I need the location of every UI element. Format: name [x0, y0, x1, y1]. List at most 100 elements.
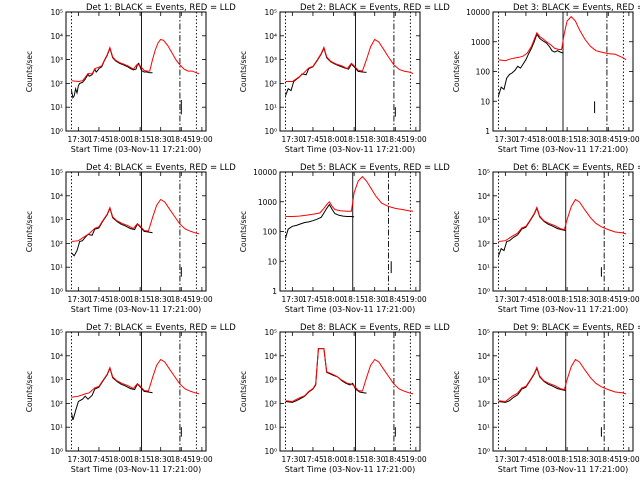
y-tick-label: 10³ [50, 216, 63, 225]
x-tick-label: 18:30 [577, 135, 599, 144]
y-tick-label: 10³ [264, 376, 277, 385]
y-tick-label: 10⁵ [50, 328, 63, 337]
y-tick-label: 10² [477, 399, 490, 408]
x-tick-label: 18:30 [364, 295, 386, 304]
panel-title: Det 4: BLACK = Events, RED = LLD [86, 163, 236, 173]
y-axis-label: Counts/sec [239, 211, 248, 252]
x-tick-label: 18:30 [577, 295, 599, 304]
x-tick-label: 18:30 [150, 135, 172, 144]
y-axis-label: Counts/sec [452, 371, 461, 412]
series-events [285, 203, 355, 239]
x-tick-label: 17:45 [302, 135, 324, 144]
x-tick-label: 19:00 [191, 455, 213, 464]
x-tick-label: 18:45 [170, 135, 192, 144]
x-tick-label: 17:30 [68, 135, 90, 144]
y-tick-label: 10² [264, 79, 277, 88]
x-tick-label: 18:00 [323, 135, 345, 144]
panel-det-3: Det 3: BLACK = Events, RED = LLD 1 10 100 10… [452, 3, 640, 154]
x-tick-label: 18:00 [536, 135, 558, 144]
x-tick-label: 18:00 [109, 295, 131, 304]
y-tick-label: 10⁴ [50, 32, 63, 41]
y-tick-label: 10² [50, 239, 63, 248]
panel-det-6: Det 6: BLACK = Events, RED = LLD 10⁰ 10¹ 10… [452, 163, 640, 314]
y-tick-label: 10¹ [50, 423, 63, 432]
x-axis-label: Start Time (03-Nov-11 17:21:00) [71, 305, 201, 314]
y-tick-label: 10⁴ [50, 352, 63, 361]
y-tick-label: 10¹ [477, 263, 490, 272]
series-lld [498, 198, 627, 242]
series-lld [285, 175, 414, 217]
y-tick-label: 1 [272, 287, 277, 296]
y-tick-label: 10⁰ [477, 447, 490, 456]
panel-det-9: Det 9: BLACK = Events, RED = LLD 10⁰ 10¹ 10… [452, 323, 640, 474]
x-tick-label: 18:00 [109, 135, 131, 144]
y-tick-label: 100 [476, 68, 491, 77]
y-tick-label: 10¹ [50, 103, 63, 112]
series-events [498, 366, 566, 403]
y-tick-label: 10⁴ [477, 352, 490, 361]
x-tick-label: 18:45 [384, 135, 406, 144]
x-axis-label: Start Time (03-Nov-11 17:21:00) [498, 465, 628, 474]
y-tick-label: 10⁵ [264, 328, 277, 337]
y-tick-label: 10⁴ [477, 192, 490, 201]
x-tick-label: 18:15 [556, 135, 578, 144]
plot-frame [279, 171, 421, 292]
series-events [498, 206, 566, 256]
x-axis-label: Start Time (03-Nov-11 17:21:00) [285, 305, 415, 314]
x-tick-label: 17:45 [515, 455, 537, 464]
x-tick-label: 18:30 [577, 455, 599, 464]
series-lld [285, 38, 414, 82]
x-tick-label: 17:30 [282, 295, 304, 304]
y-tick-label: 1000 [471, 38, 490, 47]
x-tick-label: 19:00 [405, 295, 427, 304]
y-tick-label: 10 [480, 97, 490, 106]
series-lld [285, 348, 414, 403]
y-tick-label: 10 [267, 257, 277, 266]
x-tick-label: 17:45 [302, 295, 324, 304]
series-lld [71, 198, 200, 242]
x-tick-label: 18:45 [597, 455, 619, 464]
x-tick-label: 17:30 [68, 455, 90, 464]
panel-det-5: Det 5: BLACK = Events, RED = LLD 1 10 100 10… [239, 163, 450, 314]
y-tick-label: 10² [50, 399, 63, 408]
plot-frame [65, 171, 207, 292]
panel-title: Det 8: BLACK = Events, RED = LLD [300, 323, 450, 333]
y-tick-label: 100 [263, 228, 278, 237]
x-tick-label: 17:45 [515, 135, 537, 144]
x-tick-label: 17:30 [495, 295, 517, 304]
series-lld [498, 15, 627, 62]
y-tick-label: 10³ [50, 56, 63, 65]
x-tick-label: 18:15 [129, 295, 151, 304]
x-axis-label: Start Time (03-Nov-11 17:21:00) [498, 145, 628, 154]
x-tick-label: 18:30 [150, 455, 172, 464]
y-tick-label: 10³ [50, 376, 63, 385]
x-tick-label: 18:15 [129, 135, 151, 144]
x-axis-label: Start Time (03-Nov-11 17:21:00) [71, 465, 201, 474]
y-tick-label: 10¹ [50, 263, 63, 272]
y-tick-label: 10¹ [264, 423, 277, 432]
series-events [498, 33, 564, 97]
series-lld [71, 38, 200, 83]
x-tick-label: 18:45 [384, 295, 406, 304]
x-tick-label: 18:45 [597, 295, 619, 304]
y-tick-label: 10⁵ [50, 168, 63, 177]
y-tick-label: 10⁴ [50, 192, 63, 201]
y-axis-label: Counts/sec [452, 51, 461, 92]
x-tick-label: 19:00 [405, 455, 427, 464]
y-tick-label: 10² [50, 79, 63, 88]
x-tick-label: 18:30 [364, 135, 386, 144]
x-tick-label: 17:45 [88, 135, 110, 144]
y-tick-label: 10⁰ [50, 287, 63, 296]
panel-det-2: Det 2: BLACK = Events, RED = LLD 10⁰ 10¹ 10… [239, 3, 450, 154]
x-tick-label: 18:00 [109, 455, 131, 464]
x-tick-label: 18:00 [536, 455, 558, 464]
y-tick-label: 10³ [264, 56, 277, 65]
y-tick-label: 10⁰ [50, 447, 63, 456]
y-tick-label: 1000 [258, 198, 277, 207]
y-axis-label: Counts/sec [239, 371, 248, 412]
y-axis-label: Counts/sec [239, 51, 248, 92]
x-tick-label: 18:45 [170, 455, 192, 464]
y-tick-label: 10² [477, 239, 490, 248]
y-axis-label: Counts/sec [25, 51, 34, 92]
